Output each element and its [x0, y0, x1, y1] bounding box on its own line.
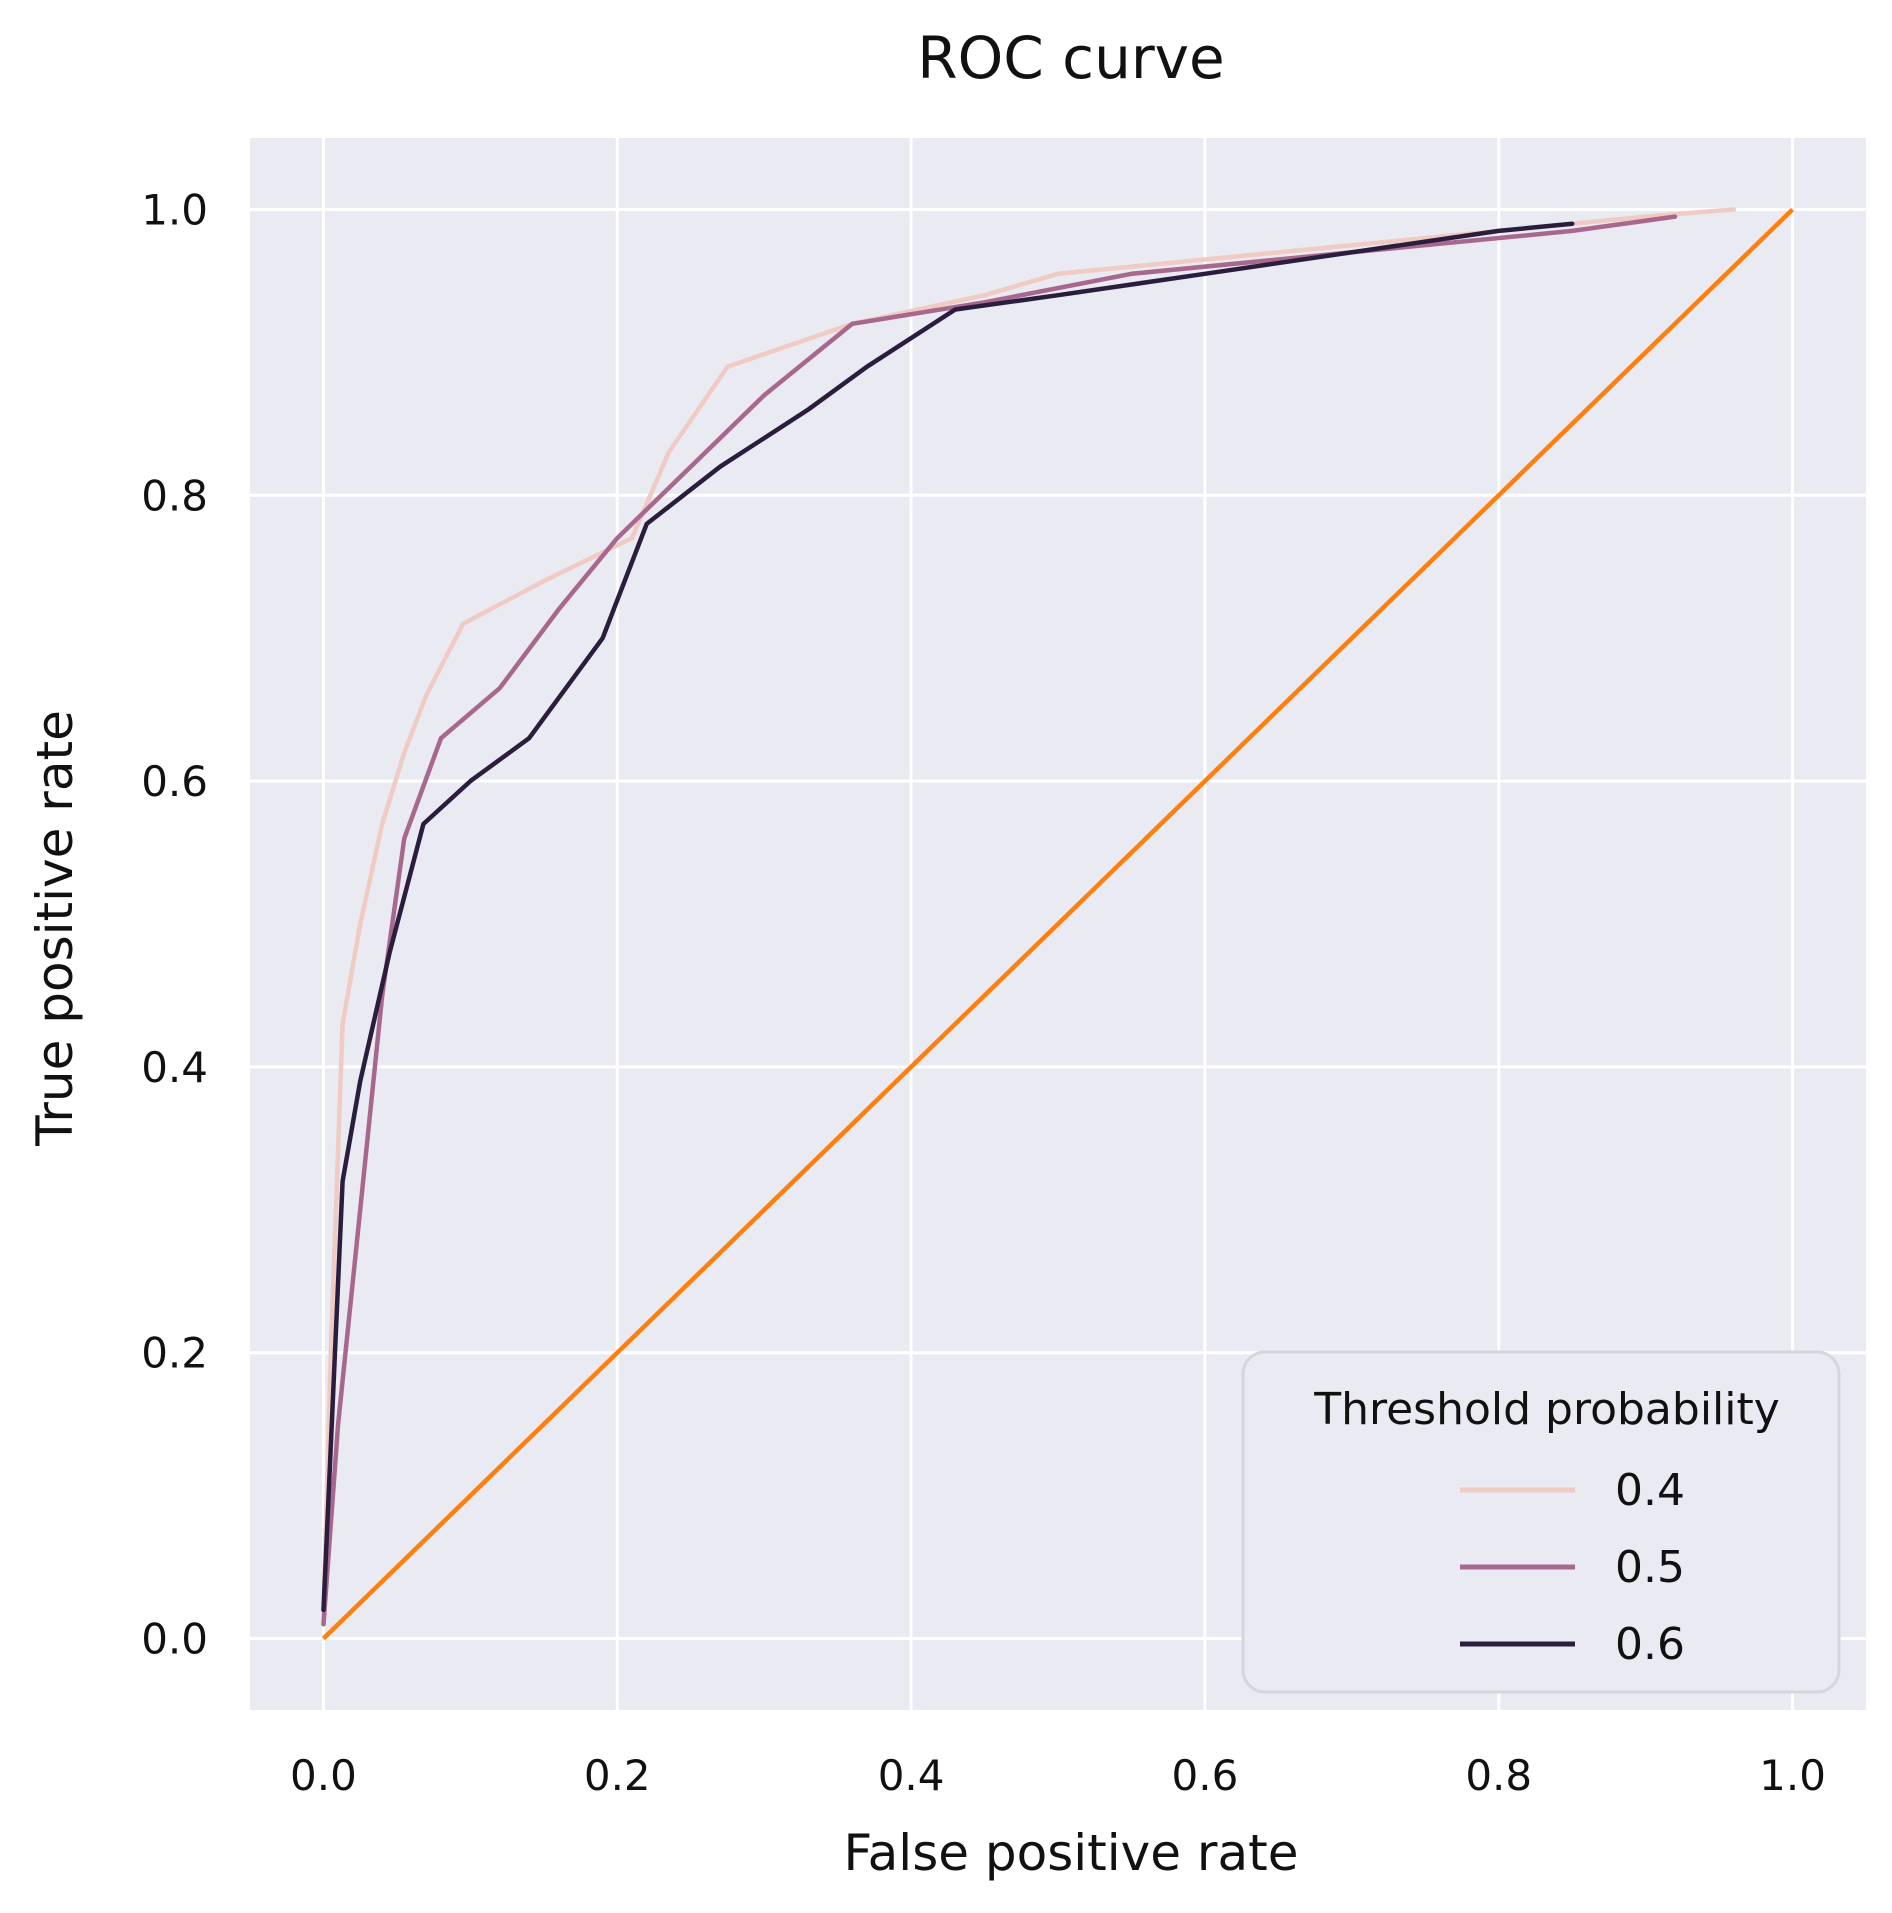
y-tick-label: 1.0 — [141, 185, 208, 234]
x-tick-label: 1.0 — [1759, 1751, 1826, 1800]
grid — [250, 138, 1866, 1710]
y-tick-label: 0.8 — [141, 471, 208, 520]
series-line-0.6 — [321, 221, 1575, 1613]
ticks: 0.0 0.2 0.4 0.6 0.8 1.0 0.0 0.2 0.4 0.6 0.8 1.0 — [141, 185, 1826, 1800]
series-line-0.4 — [321, 207, 1737, 1613]
legend-box — [1241, 1350, 1841, 1694]
y-tick-label: 0.2 — [141, 1329, 208, 1378]
legend-title: Threshold probability — [1313, 1384, 1780, 1435]
legend-label: 0.4 — [1615, 1465, 1685, 1516]
y-tick-label: 0.4 — [141, 1043, 208, 1092]
y-axis-label: True positive rate — [26, 710, 84, 1147]
legend: Threshold probability 0.4 0.5 0.6 — [1241, 1350, 1841, 1694]
x-tick-label: 0.4 — [878, 1751, 945, 1800]
x-tick-label: 0.6 — [1172, 1751, 1239, 1800]
series-line-0.5 — [321, 214, 1678, 1627]
y-tick-label: 0.0 — [141, 1615, 208, 1664]
legend-label: 0.6 — [1615, 1619, 1685, 1670]
x-tick-label: 0.2 — [584, 1751, 651, 1800]
y-tick-label: 0.6 — [141, 757, 208, 806]
x-axis-label: False positive rate — [844, 1824, 1299, 1882]
series — [321, 207, 1795, 1641]
chart-title: ROC curve — [917, 24, 1224, 92]
legend-items: 0.4 0.5 0.6 — [1460, 1465, 1685, 1670]
legend-label: 0.5 — [1615, 1542, 1685, 1593]
x-tick-label: 0.0 — [290, 1751, 357, 1800]
x-tick-label: 0.8 — [1465, 1751, 1532, 1800]
reference-diagonal-line — [321, 207, 1795, 1641]
